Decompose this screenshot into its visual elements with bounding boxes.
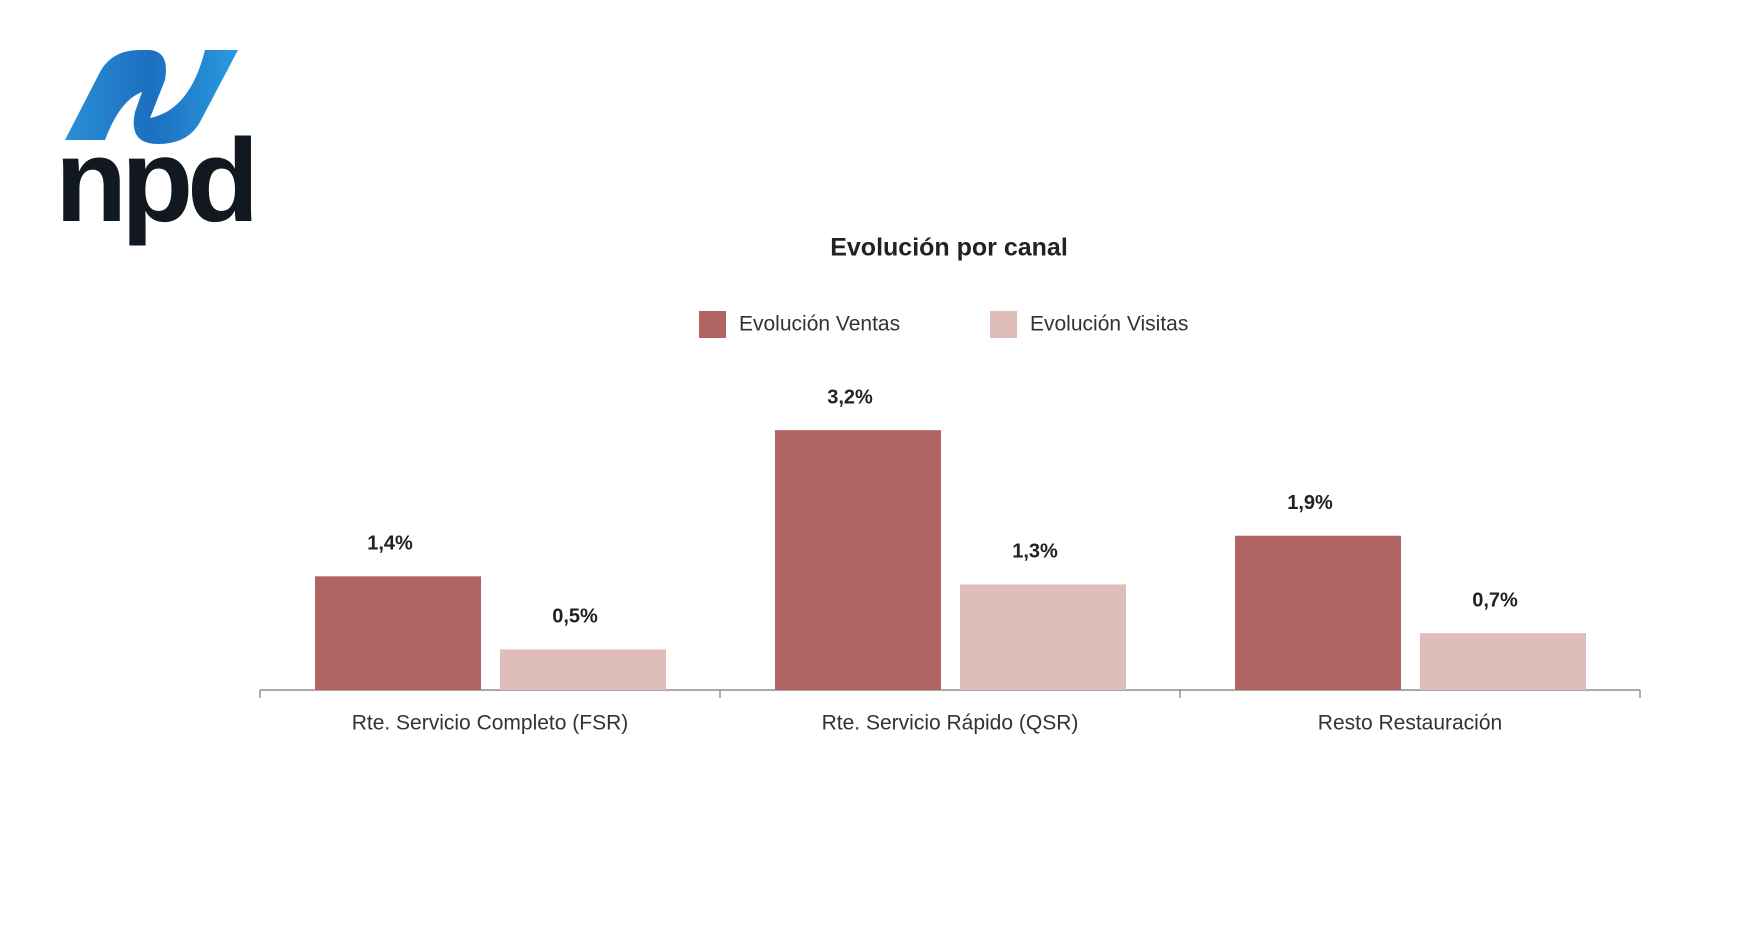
x-tick-label: Resto Restauración <box>1318 712 1502 735</box>
value-label: 0,7% <box>1472 589 1518 611</box>
legend-label: Evolución Ventas <box>739 313 900 336</box>
value-label: 1,4% <box>367 533 413 555</box>
bar <box>1420 633 1586 690</box>
legend-swatch <box>699 311 726 338</box>
logo: npd <box>55 50 259 247</box>
bar <box>500 649 666 690</box>
legend-label: Evolución Visitas <box>1030 313 1188 336</box>
logo-text: npd <box>55 115 253 247</box>
value-label: 3,2% <box>827 386 873 408</box>
bar <box>315 576 481 690</box>
value-label: 1,3% <box>1012 541 1058 563</box>
logo-swoosh <box>65 50 238 144</box>
bar <box>1235 535 1401 690</box>
x-tick-label: Rte. Servicio Completo (FSR) <box>352 712 629 735</box>
value-label: 0,5% <box>552 606 598 628</box>
x-tick-label: Rte. Servicio Rápido (QSR) <box>822 712 1079 735</box>
bar <box>960 584 1126 690</box>
chart-title: Evolución por canal <box>830 234 1068 262</box>
legend-swatch <box>990 311 1017 338</box>
value-label: 1,9% <box>1287 492 1333 514</box>
bar <box>775 430 941 690</box>
plot: Evolución Ventas Evolución Visitas Rte. Se… <box>259 311 1641 735</box>
